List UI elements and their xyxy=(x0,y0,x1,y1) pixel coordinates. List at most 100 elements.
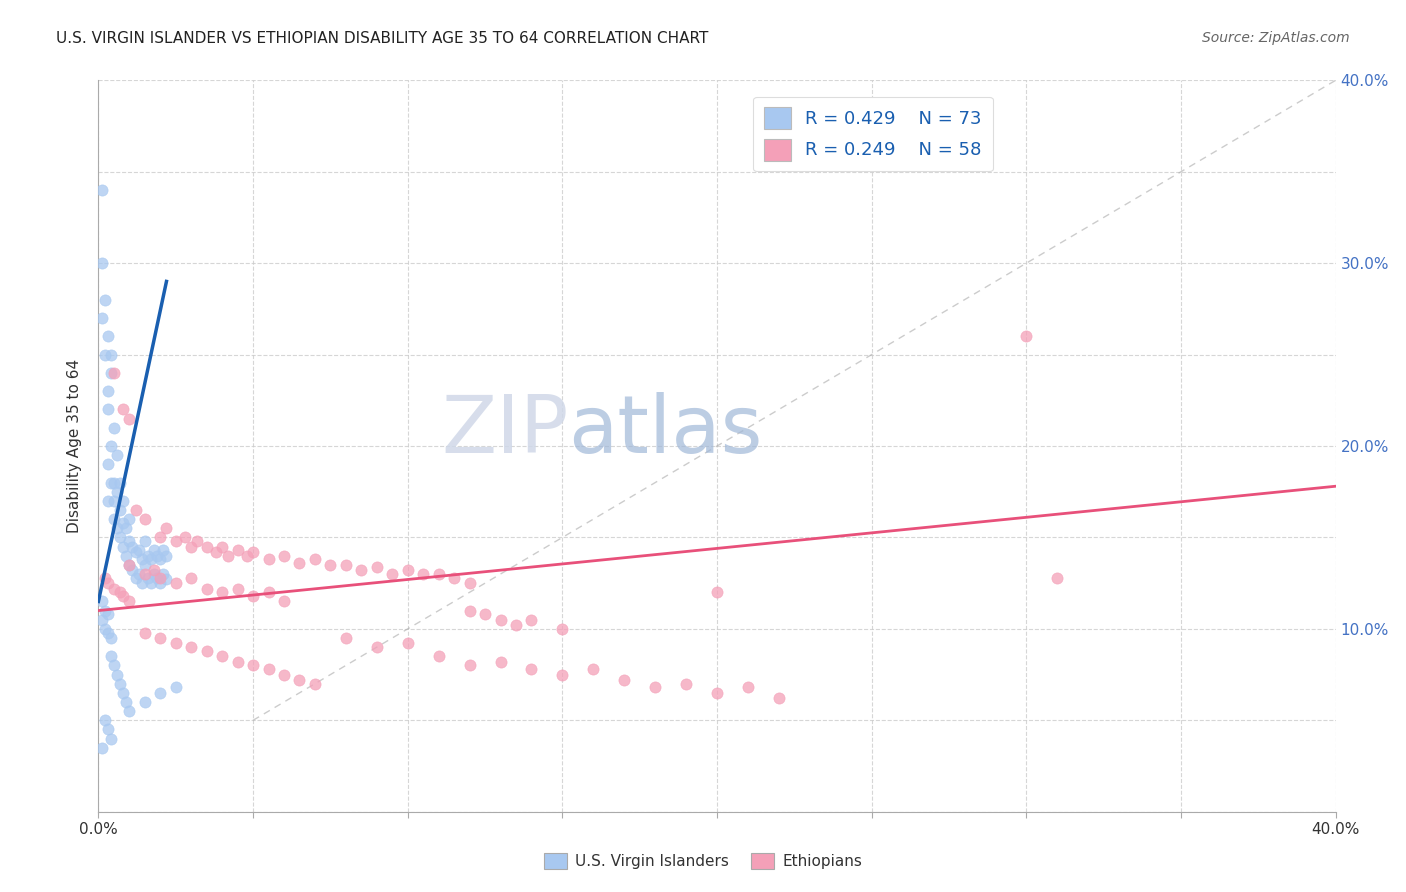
Point xyxy=(108,475,131,490)
Point xyxy=(211,585,233,599)
Point xyxy=(427,567,450,582)
Point xyxy=(108,676,131,690)
Point xyxy=(582,662,605,676)
Point xyxy=(273,594,295,608)
Point xyxy=(675,676,697,690)
Point xyxy=(124,545,146,559)
Point xyxy=(180,540,202,554)
Point xyxy=(165,636,187,650)
Point xyxy=(115,695,138,709)
Point xyxy=(174,530,197,544)
Text: U.S. VIRGIN ISLANDER VS ETHIOPIAN DISABILITY AGE 35 TO 64 CORRELATION CHART: U.S. VIRGIN ISLANDER VS ETHIOPIAN DISABI… xyxy=(56,31,709,46)
Y-axis label: Disability Age 35 to 64: Disability Age 35 to 64 xyxy=(67,359,83,533)
Point xyxy=(186,534,208,549)
Text: Source: ZipAtlas.com: Source: ZipAtlas.com xyxy=(1202,31,1350,45)
Point xyxy=(134,534,156,549)
Point xyxy=(350,563,373,577)
Point xyxy=(103,421,125,435)
Point xyxy=(90,740,112,755)
Point xyxy=(706,585,728,599)
Point xyxy=(396,563,419,577)
Point xyxy=(97,402,120,417)
Point xyxy=(134,567,156,582)
Point xyxy=(118,512,141,526)
Point xyxy=(136,549,159,563)
Point xyxy=(124,571,146,585)
Point xyxy=(118,534,141,549)
Point xyxy=(396,636,419,650)
Point xyxy=(97,576,120,591)
Point xyxy=(226,655,249,669)
Point xyxy=(257,662,280,676)
Point xyxy=(90,613,112,627)
Point xyxy=(97,494,120,508)
Point xyxy=(112,494,135,508)
Point xyxy=(112,589,135,603)
Point xyxy=(97,384,120,398)
Point xyxy=(103,494,125,508)
Point xyxy=(195,582,218,596)
Text: ZIP: ZIP xyxy=(441,392,568,470)
Point xyxy=(146,571,169,585)
Point xyxy=(100,439,122,453)
Point xyxy=(149,631,172,645)
Point xyxy=(180,571,202,585)
Point xyxy=(93,714,115,728)
Point xyxy=(149,576,172,591)
Point xyxy=(155,549,177,563)
Point xyxy=(100,631,122,645)
Point xyxy=(520,613,543,627)
Point xyxy=(319,558,342,572)
Point xyxy=(242,589,264,603)
Point xyxy=(505,618,527,632)
Point xyxy=(103,658,125,673)
Legend: R = 0.429    N = 73, R = 0.249    N = 58: R = 0.429 N = 73, R = 0.249 N = 58 xyxy=(752,96,993,171)
Point xyxy=(97,625,120,640)
Point xyxy=(118,558,141,572)
Point xyxy=(143,563,166,577)
Point xyxy=(93,603,115,617)
Point xyxy=(155,521,177,535)
Point xyxy=(143,543,166,558)
Point xyxy=(100,731,122,746)
Point xyxy=(180,640,202,655)
Point xyxy=(134,512,156,526)
Point xyxy=(103,366,125,380)
Point xyxy=(131,576,153,591)
Point xyxy=(131,552,153,566)
Point xyxy=(121,540,143,554)
Point xyxy=(108,503,131,517)
Point xyxy=(427,649,450,664)
Point xyxy=(90,256,112,270)
Point xyxy=(103,475,125,490)
Point xyxy=(236,549,259,563)
Point xyxy=(108,530,131,544)
Point xyxy=(103,582,125,596)
Point xyxy=(93,571,115,585)
Point xyxy=(97,329,120,343)
Point xyxy=(458,658,481,673)
Legend: U.S. Virgin Islanders, Ethiopians: U.S. Virgin Islanders, Ethiopians xyxy=(538,847,868,875)
Point xyxy=(613,673,636,687)
Point xyxy=(108,585,131,599)
Point xyxy=(139,576,162,591)
Point xyxy=(520,662,543,676)
Point xyxy=(105,448,128,462)
Point xyxy=(134,558,156,572)
Point xyxy=(304,552,326,566)
Point xyxy=(195,540,218,554)
Point xyxy=(139,552,162,566)
Point xyxy=(165,681,187,695)
Point xyxy=(118,594,141,608)
Point xyxy=(217,549,239,563)
Point xyxy=(335,558,357,572)
Text: atlas: atlas xyxy=(568,392,763,470)
Point xyxy=(412,567,434,582)
Point xyxy=(155,573,177,587)
Point xyxy=(768,691,790,706)
Point xyxy=(195,644,218,658)
Point xyxy=(257,552,280,566)
Point xyxy=(105,667,128,681)
Point xyxy=(211,649,233,664)
Point xyxy=(205,545,228,559)
